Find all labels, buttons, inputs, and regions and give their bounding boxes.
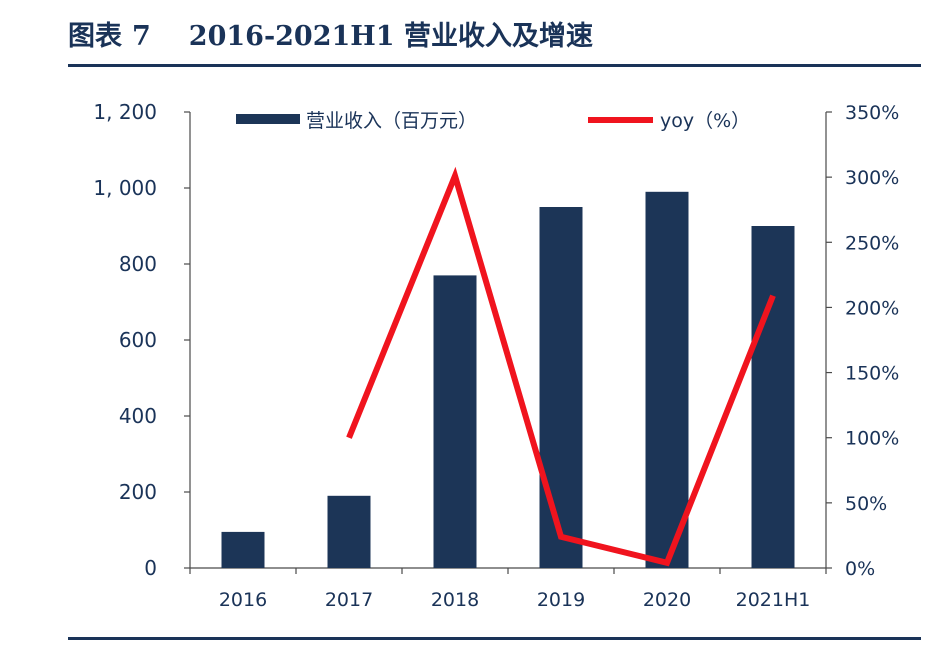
revenue-bar bbox=[645, 191, 689, 569]
left-tick-label: 400 bbox=[119, 404, 157, 428]
revenue-bar bbox=[327, 495, 371, 568]
left-tick-label: 1, 000 bbox=[93, 176, 157, 200]
yoy-line-group bbox=[346, 166, 776, 567]
category-label: 2016 bbox=[219, 589, 267, 611]
category-label: 2021H1 bbox=[736, 589, 811, 611]
revenue-bar bbox=[433, 275, 477, 568]
legend: 营业收入（百万元） yoy（%） bbox=[236, 110, 750, 132]
legend-bar-swatch bbox=[236, 114, 300, 124]
figure-title: 图表 7 2016-2021H1 营业收入及增速 bbox=[68, 14, 593, 53]
figure-label: 图表 bbox=[68, 21, 122, 52]
revenue-bars bbox=[221, 191, 795, 569]
revenue-bar bbox=[539, 207, 583, 568]
left-tick-label: 800 bbox=[119, 252, 157, 276]
right-tick-label: 150% bbox=[845, 363, 899, 385]
category-label: 2020 bbox=[643, 589, 691, 611]
axis-labels: 0 200 400 600 800 1, 000 1, 200 0% 50% 100% 150% 20… bbox=[93, 100, 899, 611]
category-label: 2018 bbox=[431, 589, 479, 611]
left-tick-label: 0 bbox=[144, 556, 157, 580]
right-tick-label: 250% bbox=[845, 232, 899, 254]
revenue-bar bbox=[221, 531, 265, 568]
bottom-rule bbox=[68, 637, 921, 640]
top-rule bbox=[68, 64, 921, 67]
legend-line-label: yoy（%） bbox=[660, 110, 750, 132]
category-label: 2019 bbox=[537, 589, 585, 611]
right-tick-label: 100% bbox=[845, 428, 899, 450]
right-tick-label: 200% bbox=[845, 297, 899, 319]
axes bbox=[184, 111, 832, 574]
left-tick-label: 200 bbox=[119, 480, 157, 504]
right-tick-label: 50% bbox=[845, 493, 887, 515]
left-tick-label: 600 bbox=[119, 328, 157, 352]
left-tick-label: 1, 200 bbox=[93, 100, 157, 124]
right-tick-label: 0% bbox=[845, 558, 875, 580]
figure-number: 7 bbox=[132, 21, 151, 52]
legend-bar-label: 营业收入（百万元） bbox=[306, 110, 477, 132]
figure-title-text: 2016-2021H1 营业收入及增速 bbox=[188, 21, 593, 52]
revenue-bar bbox=[751, 226, 795, 568]
right-tick-label: 300% bbox=[845, 167, 899, 189]
category-label: 2017 bbox=[325, 589, 373, 611]
right-tick-label: 350% bbox=[845, 102, 899, 124]
